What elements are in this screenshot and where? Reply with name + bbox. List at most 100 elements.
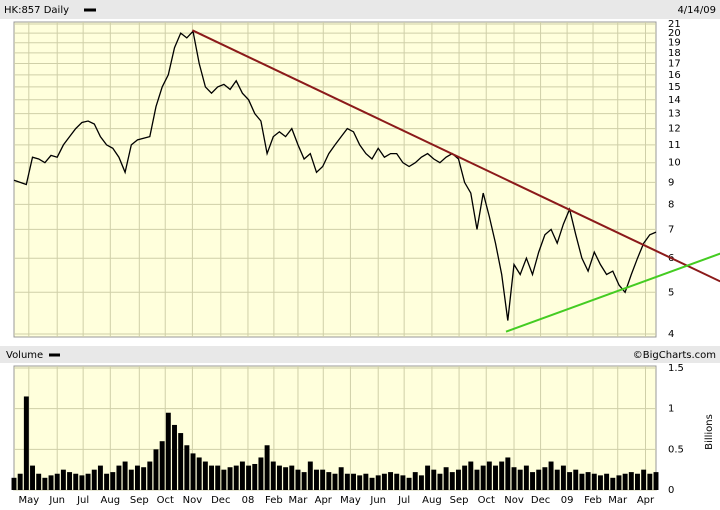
y-tick-label: 9 bbox=[668, 177, 674, 188]
y-tick-label: 7 bbox=[668, 224, 674, 235]
volume-bar bbox=[388, 472, 394, 490]
volume-bar bbox=[42, 477, 48, 490]
volume-bar bbox=[73, 473, 79, 490]
volume-bar bbox=[468, 461, 474, 490]
x-tick-label: Feb bbox=[265, 495, 283, 506]
volume-bar bbox=[462, 465, 468, 490]
volume-bar bbox=[647, 473, 653, 490]
volume-bar bbox=[276, 465, 282, 490]
volume-bar bbox=[147, 461, 153, 490]
volume-bar bbox=[523, 465, 529, 490]
volume-bar bbox=[635, 473, 640, 490]
volume-bar bbox=[351, 473, 356, 490]
volume-title: Volume bbox=[6, 350, 43, 361]
x-tick-label: Jul bbox=[76, 495, 89, 506]
volume-bar bbox=[332, 473, 338, 490]
volume-bar bbox=[17, 473, 23, 490]
volume-bar bbox=[264, 445, 270, 490]
volume-bar bbox=[54, 473, 60, 490]
volume-bar bbox=[134, 465, 140, 490]
y-tick-label: 20 bbox=[668, 28, 681, 39]
volume-bar bbox=[165, 412, 171, 490]
volume-bar bbox=[172, 424, 177, 490]
y-tick-label: 15 bbox=[668, 82, 681, 93]
y-tick-label: 8 bbox=[668, 199, 674, 210]
volume-bar bbox=[622, 473, 628, 490]
volume-bar bbox=[85, 473, 91, 490]
volume-bar bbox=[91, 469, 97, 490]
volume-bar bbox=[97, 465, 103, 490]
volume-bar bbox=[493, 465, 498, 490]
x-tick-label: Mar bbox=[608, 495, 628, 506]
volume-bar bbox=[449, 472, 455, 490]
volume-bar bbox=[548, 461, 554, 490]
volume-bar bbox=[209, 465, 215, 490]
volume-bar bbox=[375, 475, 381, 490]
y-tick-label: 0.5 bbox=[668, 444, 684, 455]
volume-bar bbox=[517, 469, 523, 490]
volume-bar bbox=[406, 477, 412, 490]
volume-bar bbox=[610, 477, 616, 490]
volume-bar bbox=[196, 457, 202, 490]
volume-bar bbox=[258, 457, 264, 490]
x-tick-label: Jun bbox=[48, 495, 65, 506]
volume-bar bbox=[320, 469, 326, 490]
volume-bar bbox=[252, 463, 258, 490]
volume-bar bbox=[369, 477, 375, 490]
volume-bar bbox=[270, 461, 276, 490]
volume-bar bbox=[554, 469, 560, 490]
volume-bar bbox=[122, 461, 128, 490]
volume-bar bbox=[60, 469, 66, 490]
volume-bar bbox=[474, 469, 480, 490]
volume-bar bbox=[233, 465, 239, 490]
volume-bar bbox=[412, 472, 418, 490]
volume-bar bbox=[616, 475, 622, 490]
volume-bar bbox=[357, 475, 363, 490]
volume-bar bbox=[30, 465, 35, 490]
y-tick-label: 5 bbox=[668, 287, 674, 298]
volume-header-bar bbox=[0, 346, 720, 363]
volume-bar bbox=[628, 472, 634, 490]
volume-bar bbox=[425, 465, 431, 490]
volume-bar bbox=[597, 475, 603, 490]
y-tick-label: 19 bbox=[668, 38, 681, 49]
volume-bar bbox=[573, 469, 579, 490]
source-label: ©BigCharts.com bbox=[633, 350, 716, 361]
y-tick-label: 4 bbox=[668, 329, 674, 340]
volume-bar bbox=[190, 453, 196, 490]
x-tick-label: Dec bbox=[211, 495, 230, 506]
y-tick-label: 1 bbox=[668, 404, 674, 415]
x-tick-label: May bbox=[18, 495, 39, 506]
volume-bar bbox=[215, 465, 221, 490]
x-tick-label: Jul bbox=[397, 495, 410, 506]
volume-bar bbox=[79, 475, 85, 490]
volume-bar bbox=[227, 467, 233, 490]
volume-bar bbox=[363, 473, 369, 490]
date-label: 4/14/09 bbox=[677, 5, 716, 16]
volume-bar bbox=[184, 445, 190, 490]
volume-bar bbox=[239, 461, 245, 490]
volume-bar bbox=[110, 472, 116, 490]
volume-bar bbox=[178, 433, 184, 490]
x-tick-label: Apr bbox=[637, 495, 655, 506]
volume-bar bbox=[67, 472, 73, 490]
volume-bar bbox=[560, 465, 566, 490]
y-tick-label: 11 bbox=[668, 140, 681, 151]
x-tick-label: Dec bbox=[531, 495, 550, 506]
volume-bar bbox=[542, 467, 548, 490]
volume-bar bbox=[394, 473, 400, 490]
x-tick-label: Aug bbox=[101, 495, 121, 506]
volume-bar bbox=[437, 473, 443, 490]
volume-bar bbox=[338, 467, 344, 490]
volume-bar bbox=[455, 469, 461, 490]
volume-bar bbox=[480, 465, 486, 490]
x-tick-label: Oct bbox=[157, 495, 174, 506]
volume-bar bbox=[381, 473, 387, 490]
volume-bar bbox=[314, 469, 319, 490]
volume-bar bbox=[295, 469, 301, 490]
y-tick-label: 1.5 bbox=[668, 363, 684, 374]
price-line bbox=[13, 29, 657, 321]
x-tick-label: Sep bbox=[450, 495, 469, 506]
volume-bar bbox=[567, 472, 573, 490]
